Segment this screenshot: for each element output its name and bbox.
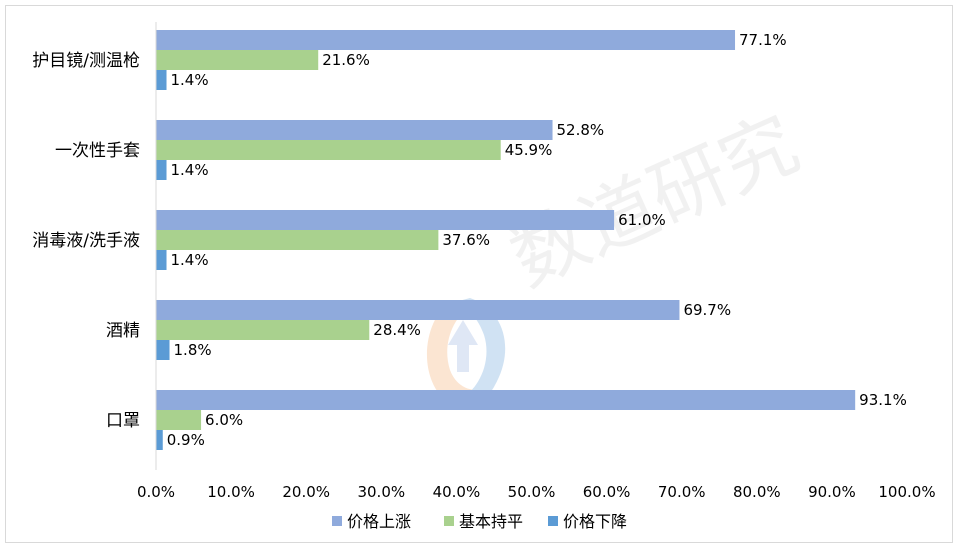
data-label: 1.4%: [171, 161, 209, 179]
data-label: 37.6%: [442, 231, 490, 249]
category-label: 护目镜/测温枪: [32, 51, 140, 71]
bar-5-series-2: [156, 410, 202, 430]
category-label: 口罩: [106, 411, 140, 431]
data-label: 1.4%: [171, 71, 209, 89]
data-label: 28.4%: [373, 321, 421, 339]
data-label: 0.9%: [167, 431, 205, 449]
legend: 价格上涨 基本持平 价格下降: [332, 512, 627, 531]
legend-swatch-3: [548, 516, 558, 526]
data-label: 21.6%: [322, 51, 370, 69]
x-tick-label: 80.0%: [733, 483, 781, 501]
data-label: 52.8%: [557, 121, 605, 139]
bar-2-series-3: [156, 160, 167, 180]
watermark-logo: [426, 298, 506, 406]
x-tick-label: 30.0%: [357, 483, 405, 501]
data-label: 6.0%: [205, 411, 243, 429]
data-label: 69.7%: [683, 301, 731, 319]
legend-label: 基本持平: [459, 512, 523, 531]
legend-swatch-2: [444, 516, 454, 526]
legend-swatch-1: [332, 516, 342, 526]
data-label: 45.9%: [505, 141, 553, 159]
x-tick-label: 100.0%: [878, 483, 935, 501]
x-tick-label: 0.0%: [137, 483, 175, 501]
category-label: 酒精: [106, 321, 140, 341]
category-label: 消毒液/洗手液: [32, 231, 140, 251]
x-tick-label: 40.0%: [433, 483, 481, 501]
category-label: 一次性手套: [55, 141, 140, 161]
bar-2-series-1: [156, 120, 553, 140]
legend-label: 价格上涨: [347, 512, 411, 531]
bar-3-series-2: [156, 230, 439, 250]
data-label: 1.4%: [171, 251, 209, 269]
value-axis: 0.0% 10.0% 20.0% 30.0% 40.0% 50.0% 60.0% 70.0% 8…: [137, 483, 936, 501]
bar-4-series-1: [156, 300, 680, 320]
x-tick-label: 10.0%: [207, 483, 255, 501]
x-tick-label: 50.0%: [508, 483, 556, 501]
legend-label: 价格下降: [563, 512, 627, 531]
bar-1-series-3: [156, 70, 167, 90]
data-labels-layer: 77.1% 21.6% 1.4% 52.8%45.9% 1.4% 61.0% 37.6% 1.…: [167, 31, 907, 449]
data-label: 77.1%: [739, 31, 787, 49]
bars-layer: [156, 30, 856, 450]
data-label: 93.1%: [859, 391, 907, 409]
x-tick-label: 70.0%: [658, 483, 706, 501]
x-tick-label: 90.0%: [808, 483, 856, 501]
bar-5-series-3: [156, 430, 163, 450]
x-tick-label: 20.0%: [282, 483, 330, 501]
chart-frame: [5, 5, 953, 543]
bar-2-series-2: [156, 140, 501, 160]
data-label: 1.8%: [174, 341, 212, 359]
bar-3-series-1: [156, 210, 615, 230]
bar-1-series-1: [156, 30, 736, 50]
bar-1-series-2: [156, 50, 319, 70]
bar-4-series-2: [156, 320, 370, 340]
x-tick-label: 60.0%: [583, 483, 631, 501]
bar-5-series-1: [156, 390, 856, 410]
bar-3-series-3: [156, 250, 167, 270]
bar-4-series-3: [156, 340, 170, 360]
data-label: 61.0%: [618, 211, 666, 229]
